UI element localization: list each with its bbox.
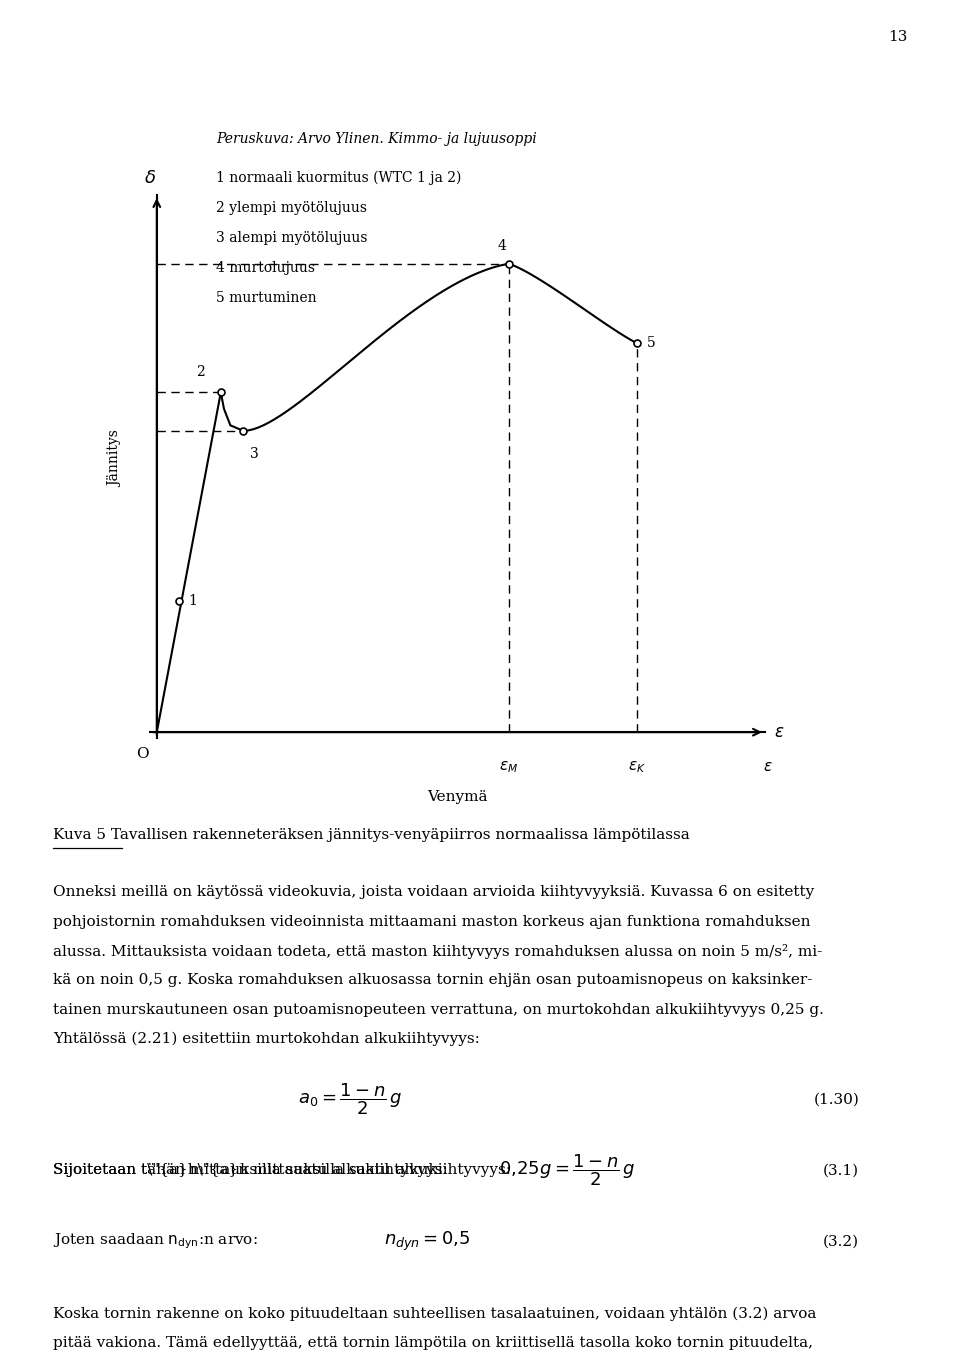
Text: 2 ylempi myötölujuus: 2 ylempi myötölujuus <box>216 201 367 214</box>
Text: $a_0 = \dfrac{1-n}{2}\,g$: $a_0 = \dfrac{1-n}{2}\,g$ <box>298 1082 402 1117</box>
Text: Yhtälössä (2.21) esitettiin murtokohdan alkukiihtyvyys:: Yhtälössä (2.21) esitettiin murtokohdan … <box>53 1031 480 1046</box>
Text: (1.30): (1.30) <box>813 1093 859 1106</box>
Text: pohjoistornin romahduksen videoinnista mittaamani maston korkeus ajan funktiona : pohjoistornin romahduksen videoinnista m… <box>53 914 810 929</box>
Text: Koska tornin rakenne on koko pituudeltaan suhteellisen tasalaatuinen, voidaan yh: Koska tornin rakenne on koko pituudeltaa… <box>53 1307 816 1322</box>
Text: Venymä: Venymä <box>427 790 488 803</box>
Text: (3.1): (3.1) <box>823 1163 859 1177</box>
Text: 5: 5 <box>646 336 655 351</box>
Text: pitää vakiona. Tämä edellyyttää, että tornin lämpötila on kriittisellä tasolla k: pitää vakiona. Tämä edellyyttää, että to… <box>53 1335 813 1350</box>
Text: Onneksi meillä on käytössä videokuvia, joista voidaan arvioida kiihtyvyyksiä. Ku: Onneksi meillä on käytössä videokuvia, j… <box>53 885 814 899</box>
Text: 13: 13 <box>888 30 907 44</box>
Text: 5 murtuminen: 5 murtuminen <box>216 291 317 304</box>
Text: (3.2): (3.2) <box>823 1234 859 1248</box>
Text: $n_{dyn} = 0{,}5$: $n_{dyn} = 0{,}5$ <box>384 1229 470 1254</box>
Text: $0{,}25g = \dfrac{1-n}{2}\,g$: $0{,}25g = \dfrac{1-n}{2}\,g$ <box>499 1153 636 1188</box>
Text: 2: 2 <box>196 364 204 379</box>
Text: Joten saadaan $\mathrm{n_{dyn}}$:n arvo:: Joten saadaan $\mathrm{n_{dyn}}$:n arvo: <box>53 1232 257 1251</box>
Text: kä on noin 0,5 g. Koska romahduksen alkuosassa tornin ehjän osan putoamisnopeus : kä on noin 0,5 g. Koska romahduksen alku… <box>53 974 812 988</box>
Text: Sijoitetaan tähän mittauksilla saatu alkukiihtyvyys:: Sijoitetaan tähän mittauksilla saatu alk… <box>53 1163 447 1177</box>
Text: tainen murskautuneen osan putoamisnopeuteen verrattuna, on murtokohdan alkukiiht: tainen murskautuneen osan putoamisnopeut… <box>53 1003 824 1016</box>
Text: $\varepsilon_K$: $\varepsilon_K$ <box>628 760 646 775</box>
Text: Peruskuva: Arvo Ylinen. Kimmo- ja lujuusoppi: Peruskuva: Arvo Ylinen. Kimmo- ja lujuus… <box>216 132 537 146</box>
Text: 3 alempi myötölujuus: 3 alempi myötölujuus <box>216 231 368 244</box>
Text: 4: 4 <box>498 239 507 252</box>
Text: $\varepsilon_M$: $\varepsilon_M$ <box>499 760 518 775</box>
Text: alussa. Mittauksista voidaan todeta, että maston kiihtyvyys romahduksen alussa o: alussa. Mittauksista voidaan todeta, ett… <box>53 944 822 959</box>
Text: $\varepsilon$: $\varepsilon$ <box>763 760 773 773</box>
Text: 1: 1 <box>189 593 198 608</box>
Text: O: O <box>136 747 149 761</box>
Text: Jännitys: Jännitys <box>108 430 122 487</box>
Text: 3: 3 <box>250 447 258 461</box>
Text: $\varepsilon$: $\varepsilon$ <box>775 724 785 741</box>
Text: 4 murtolujuus: 4 murtolujuus <box>216 261 315 274</box>
Text: 1 normaali kuormitus (WTC 1 ja 2): 1 normaali kuormitus (WTC 1 ja 2) <box>216 170 462 186</box>
Text: Sijoitetaan t\"{a}h\"{a}n mittauksilla saatu alkukiihtyvyys:: Sijoitetaan t\"{a}h\"{a}n mittauksilla s… <box>53 1163 511 1177</box>
Text: $\delta$: $\delta$ <box>144 169 156 187</box>
Text: Kuva 5 Tavallisen rakenneteräksen jännitys-venyäpiirros normaalissa lämpötilassa: Kuva 5 Tavallisen rakenneteräksen jännit… <box>53 828 689 842</box>
